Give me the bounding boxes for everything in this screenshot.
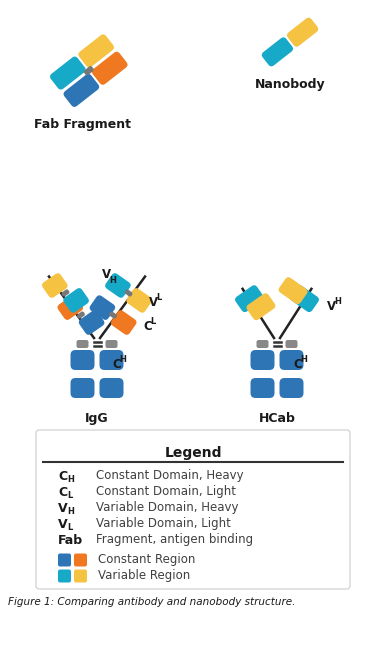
Text: Constant Region: Constant Region [98, 554, 195, 567]
FancyBboxPatch shape [71, 378, 95, 398]
FancyBboxPatch shape [279, 350, 303, 370]
FancyBboxPatch shape [74, 554, 87, 567]
Text: L: L [156, 293, 161, 302]
Text: C: C [112, 358, 121, 371]
Text: L: L [67, 522, 72, 532]
Text: H: H [67, 506, 74, 515]
FancyBboxPatch shape [92, 52, 128, 85]
Text: C: C [143, 319, 152, 332]
Text: Fragment, antigen binding: Fragment, antigen binding [96, 533, 253, 546]
Text: H: H [67, 474, 74, 484]
FancyBboxPatch shape [251, 350, 274, 370]
FancyBboxPatch shape [290, 285, 319, 312]
Text: V: V [102, 268, 111, 281]
Text: L: L [150, 317, 155, 326]
Text: H: H [109, 276, 116, 285]
Text: Legend: Legend [164, 446, 222, 460]
FancyBboxPatch shape [286, 340, 298, 348]
FancyBboxPatch shape [279, 277, 308, 304]
FancyBboxPatch shape [105, 273, 131, 298]
FancyBboxPatch shape [36, 430, 350, 589]
Text: Fab: Fab [58, 533, 83, 546]
Text: Nanobody: Nanobody [255, 78, 325, 91]
FancyBboxPatch shape [84, 66, 94, 75]
FancyBboxPatch shape [287, 18, 318, 47]
FancyBboxPatch shape [235, 285, 264, 312]
FancyBboxPatch shape [126, 288, 152, 313]
FancyBboxPatch shape [42, 273, 68, 298]
FancyBboxPatch shape [279, 378, 303, 398]
FancyBboxPatch shape [109, 312, 117, 319]
Text: H: H [334, 297, 341, 306]
FancyBboxPatch shape [58, 295, 83, 320]
Text: H: H [119, 356, 126, 365]
FancyBboxPatch shape [71, 350, 95, 370]
FancyBboxPatch shape [105, 340, 117, 348]
FancyBboxPatch shape [100, 350, 124, 370]
Text: Variable Domain, Heavy: Variable Domain, Heavy [96, 502, 239, 515]
Text: C: C [293, 358, 302, 371]
FancyBboxPatch shape [50, 56, 86, 90]
Text: Figure 1: Comparing antibody and nanobody structure.: Figure 1: Comparing antibody and nanobod… [8, 597, 295, 607]
Text: V: V [149, 295, 158, 308]
FancyBboxPatch shape [78, 34, 114, 67]
FancyBboxPatch shape [61, 289, 69, 297]
FancyBboxPatch shape [64, 74, 99, 107]
Text: Constant Domain, Heavy: Constant Domain, Heavy [96, 469, 244, 482]
FancyBboxPatch shape [257, 340, 269, 348]
Text: Constant Domain, Light: Constant Domain, Light [96, 485, 236, 498]
FancyBboxPatch shape [58, 554, 71, 567]
FancyBboxPatch shape [63, 288, 89, 313]
Text: C: C [58, 469, 67, 482]
FancyBboxPatch shape [79, 310, 104, 335]
Text: Variable Domain, Light: Variable Domain, Light [96, 517, 231, 530]
FancyBboxPatch shape [262, 37, 293, 66]
FancyBboxPatch shape [74, 570, 87, 583]
FancyBboxPatch shape [251, 378, 274, 398]
FancyBboxPatch shape [77, 312, 85, 319]
Text: Variable Region: Variable Region [98, 570, 190, 583]
FancyBboxPatch shape [100, 378, 124, 398]
Text: V: V [58, 517, 68, 530]
Text: V: V [327, 299, 336, 313]
Text: C: C [58, 485, 67, 498]
FancyBboxPatch shape [247, 293, 275, 320]
FancyBboxPatch shape [111, 310, 137, 335]
Text: HCab: HCab [259, 412, 295, 425]
FancyBboxPatch shape [76, 340, 88, 348]
Text: Fab Fragment: Fab Fragment [34, 118, 130, 131]
Text: H: H [300, 356, 307, 365]
Text: L: L [67, 491, 72, 500]
Text: V: V [58, 502, 68, 515]
FancyBboxPatch shape [90, 295, 115, 320]
Text: IgG: IgG [85, 412, 109, 425]
FancyBboxPatch shape [58, 570, 71, 583]
FancyBboxPatch shape [125, 289, 132, 297]
